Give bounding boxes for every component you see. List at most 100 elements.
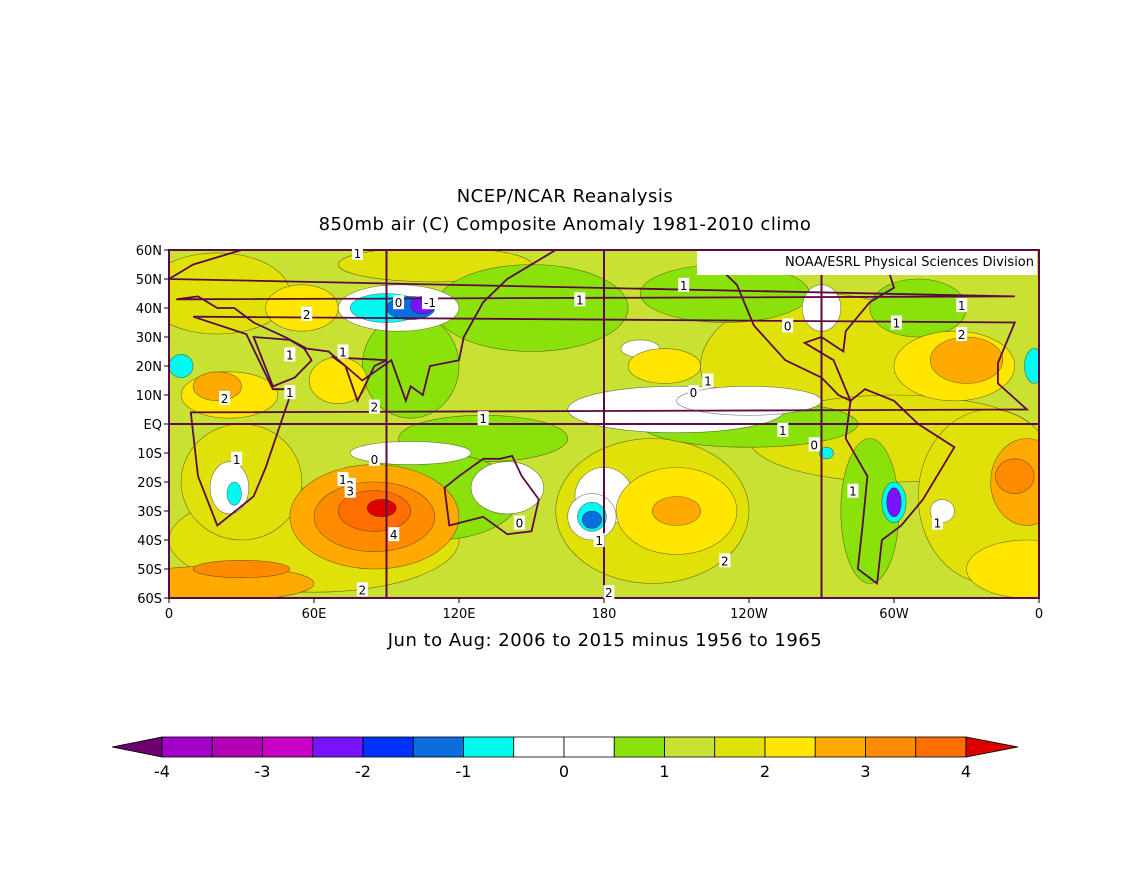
contour-label: 1 <box>233 453 241 467</box>
latitude-labels: 60N 50N 40N 30N 20N 10N EQ 10S 20S 30S 40S 50S 60S <box>136 244 169 607</box>
longitude-labels: 0 60E 120E 180 120W 60W 0 <box>165 598 1043 622</box>
anomaly-region <box>818 446 834 460</box>
anomaly-region <box>966 539 1039 598</box>
anomaly-region <box>349 441 472 465</box>
contour-label-box <box>337 472 349 487</box>
contour-label: 2 <box>371 401 379 415</box>
contour-label-box <box>422 295 438 310</box>
lat-label: 60N <box>136 244 162 259</box>
color-scale-bar <box>111 736 1019 758</box>
colorbar-left-arrow <box>111 736 163 758</box>
contour-label-box <box>368 399 380 414</box>
contour-label-box <box>603 585 615 600</box>
contour-label: 1 <box>339 473 347 487</box>
contour-label: 0 <box>690 386 698 400</box>
lon-label: 0 <box>1035 607 1043 622</box>
lat-label: 40N <box>136 302 162 317</box>
anomaly-region <box>652 496 701 526</box>
contour-label: 3 <box>346 485 354 499</box>
contour-label-box <box>284 347 296 362</box>
coastline <box>189 315 1030 527</box>
lat-label: 20S <box>137 476 162 491</box>
coastlines <box>169 250 1030 586</box>
contour-label-box <box>513 515 525 530</box>
lat-label: 10N <box>136 389 162 404</box>
chart-subtitle: 850mb air (C) Composite Anomaly 1981-201… <box>318 214 812 235</box>
lon-label: 120E <box>442 607 475 622</box>
anomaly-region <box>192 559 291 578</box>
lon-label: 60E <box>302 607 327 622</box>
anomaly-region <box>1024 348 1039 384</box>
contour-label-box <box>719 553 731 568</box>
contour-label: 0 <box>516 517 524 531</box>
colorbar-label: 0 <box>559 762 569 781</box>
contour-label: 2 <box>303 308 311 322</box>
contour-label-box <box>301 306 313 321</box>
colorbar-segment <box>211 736 263 758</box>
contour-label: 2 <box>721 554 729 568</box>
contour-label-box <box>352 245 363 260</box>
contour-label: 1 <box>958 299 966 313</box>
lat-label: 60S <box>137 592 162 607</box>
contour-label-box <box>219 390 231 405</box>
contour-label: 1 <box>893 317 901 331</box>
colorbar-segment <box>463 736 515 758</box>
contour-label: 2 <box>958 328 966 342</box>
contour-label: 1 <box>354 247 362 261</box>
contour-label: 4 <box>390 528 398 542</box>
contour-label-box <box>393 295 405 310</box>
contour-label: 0 <box>371 453 379 467</box>
contour-label-box <box>932 515 943 530</box>
contour-label-box <box>284 385 296 400</box>
colorbar-label: 4 <box>961 762 971 781</box>
contour-label-box <box>678 277 690 292</box>
credit-text: NOAA/ESRL Physical Sciences Division <box>785 255 1034 270</box>
colorbar-label: 1 <box>659 762 669 781</box>
lon-label: 60W <box>879 607 909 622</box>
lon-label: 180 <box>592 607 617 622</box>
contour-label: 1 <box>934 517 942 531</box>
color-scale-labels: -4 -3 -2 -1 0 1 2 3 4 <box>154 762 971 781</box>
colorbar-segment <box>865 736 917 758</box>
lat-label: 50S <box>137 563 162 578</box>
contour-label-box <box>782 318 794 333</box>
contour-label: 2 <box>605 586 613 600</box>
colorbar-segment <box>161 736 213 758</box>
lat-label: 30N <box>136 331 162 346</box>
contour-label: 1 <box>479 412 487 426</box>
lat-label: 40S <box>137 534 162 549</box>
lat-label: 10S <box>137 447 162 462</box>
colorbar-right-arrow <box>965 736 1019 758</box>
time-range-label: Jun to Aug: 2006 to 2015 minus 1956 to 1… <box>387 630 823 651</box>
colorbar-segment <box>714 736 766 758</box>
contour-label-box <box>777 422 789 437</box>
colorbar-label: -1 <box>456 762 472 781</box>
contour-label-box <box>687 385 699 400</box>
colorbar-segment <box>312 736 364 758</box>
anomaly-region <box>226 481 242 506</box>
contour-label-box <box>702 373 714 388</box>
contour-label-box <box>574 292 586 307</box>
contour-label-box <box>890 315 902 330</box>
lon-label: 120W <box>730 607 768 622</box>
colorbar-segment <box>362 736 414 758</box>
colorbar-segment <box>915 736 967 758</box>
contour-label-box <box>344 483 356 498</box>
contour-label: 0 <box>395 296 403 310</box>
colorbar-label: 2 <box>760 762 770 781</box>
contour-label-box <box>337 344 349 359</box>
contour-label-box <box>356 582 368 597</box>
anomaly-region <box>886 487 902 518</box>
colorbar-segment <box>412 736 464 758</box>
colorbar-segment <box>563 736 615 758</box>
contour-label: 2 <box>221 392 229 406</box>
colorbar-label: -4 <box>154 762 170 781</box>
contour-label-box <box>808 437 820 452</box>
colorbar-segment <box>513 736 565 758</box>
contour-label: 0 <box>810 438 818 452</box>
contour-label: 2 <box>359 583 367 597</box>
coastline <box>640 250 896 403</box>
coastline <box>169 250 1015 404</box>
